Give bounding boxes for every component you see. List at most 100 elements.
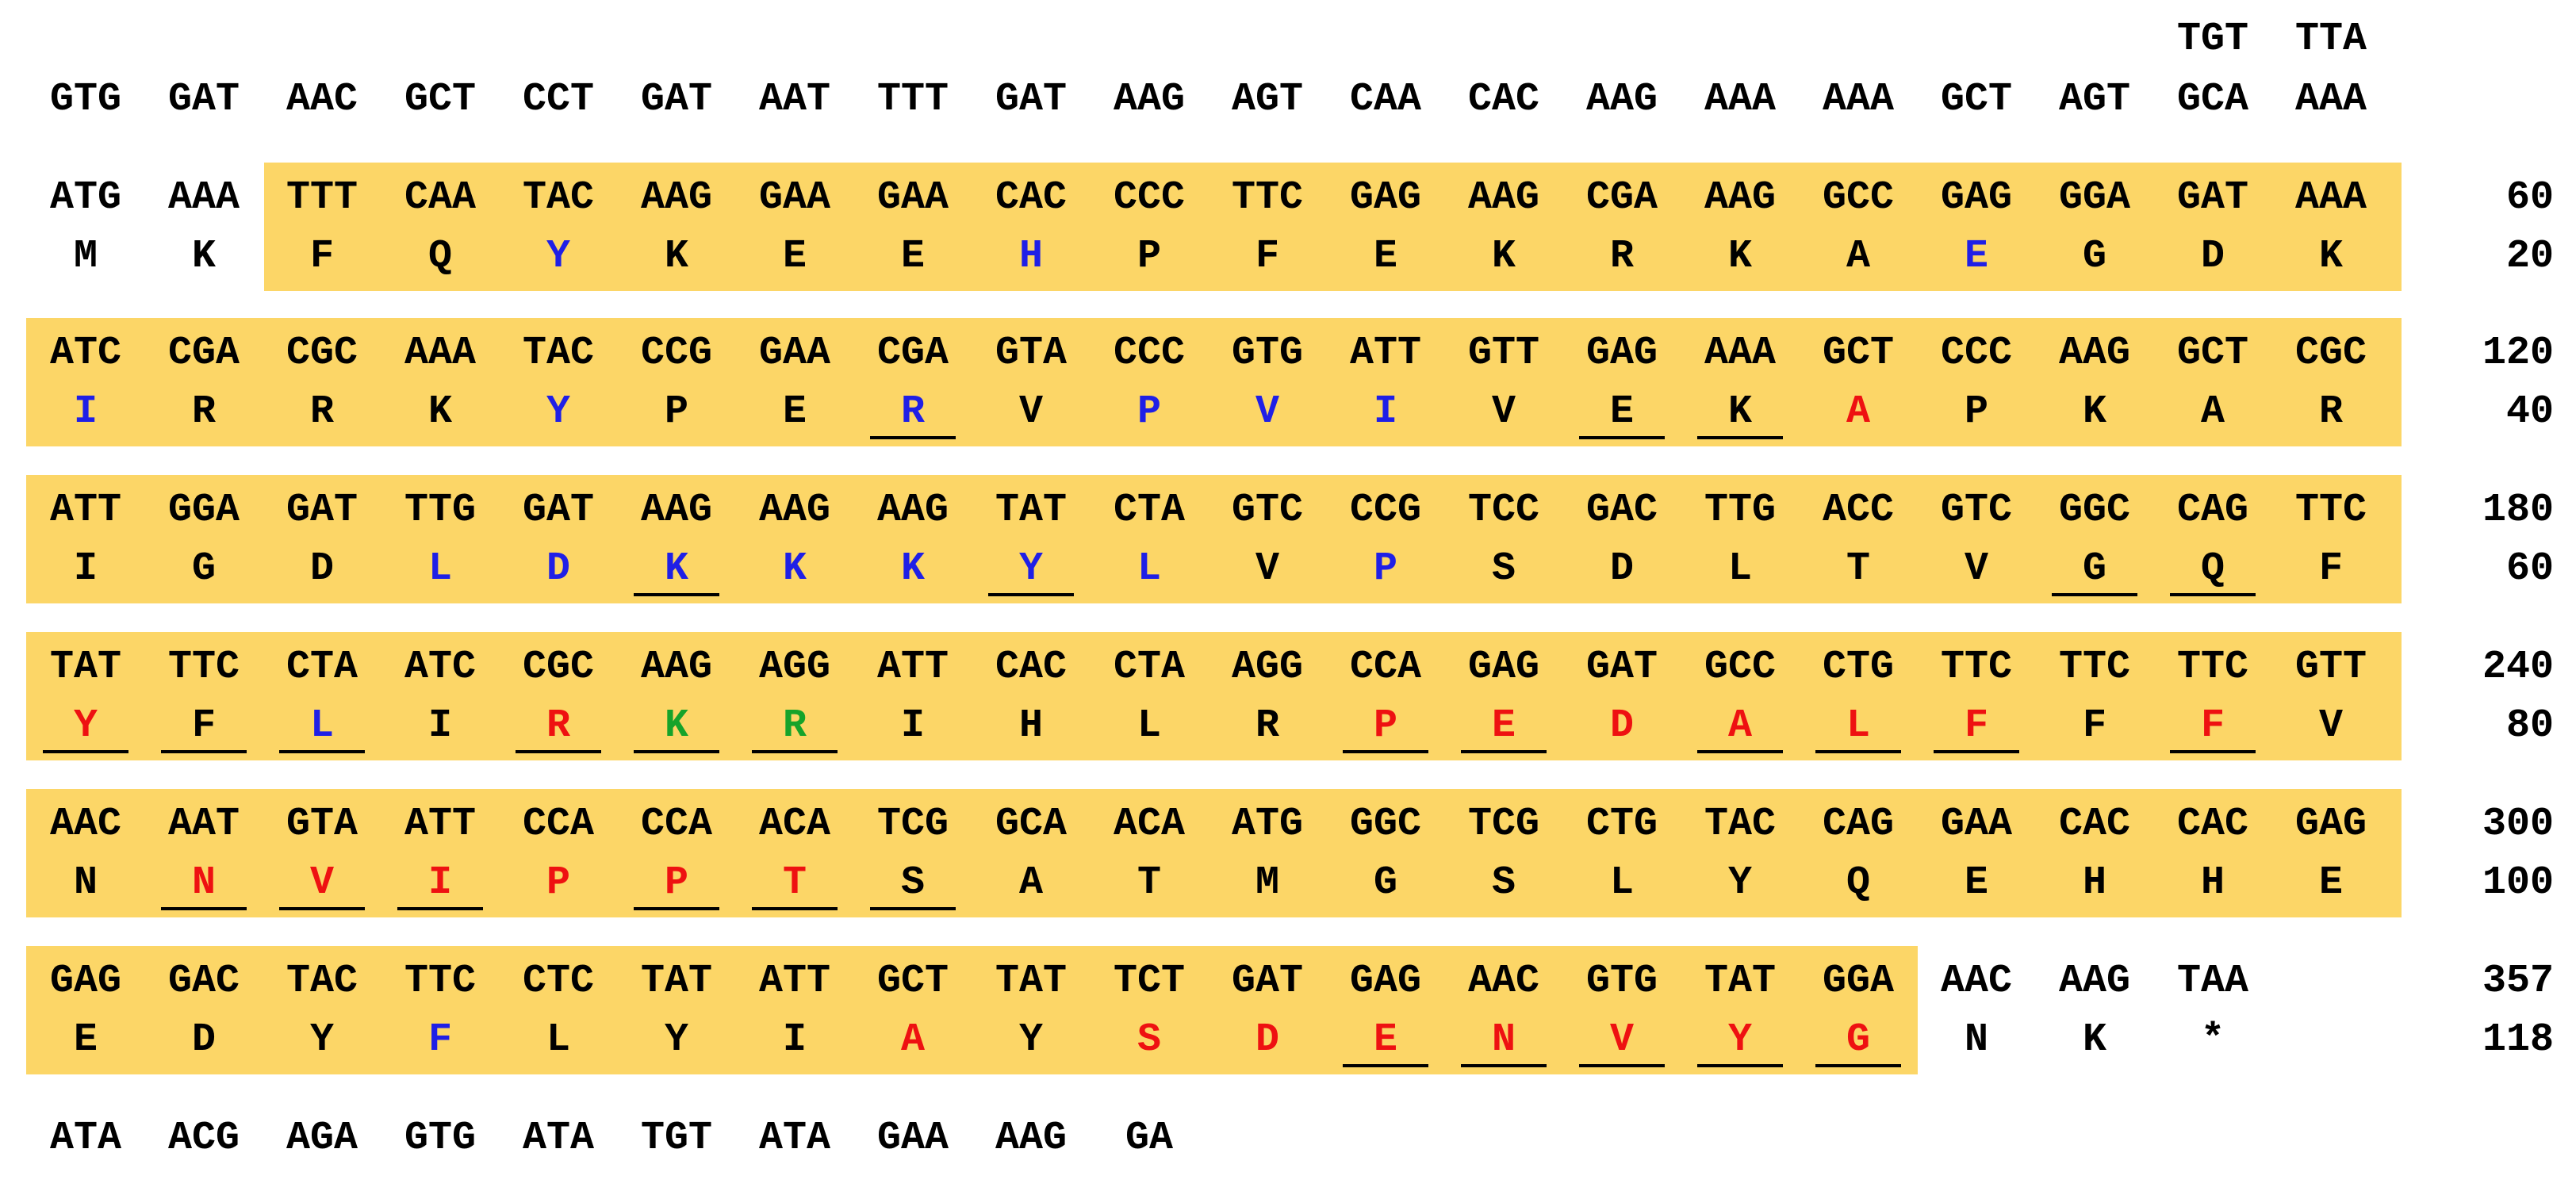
codon: CCC	[1113, 331, 1185, 376]
aa-underline	[870, 436, 956, 439]
codon: CTA	[286, 645, 358, 690]
nucleotide-position: 60	[2505, 175, 2554, 220]
amino-acid: N	[73, 860, 98, 906]
codon: CGC	[2294, 331, 2367, 376]
codon: CGC	[286, 331, 358, 376]
codon: GAG	[49, 959, 121, 1004]
amino-acid: L	[309, 703, 334, 749]
amino-acid: K	[1727, 234, 1752, 279]
amino-acid: D	[1609, 546, 1634, 592]
codon: ACA	[1113, 802, 1185, 847]
amino-acid: R	[2318, 389, 2343, 435]
downstream-codon: AGA	[286, 1116, 358, 1161]
aa-underline	[1815, 1064, 1901, 1067]
amino-acid: F	[2200, 703, 2225, 749]
codon: GAT	[522, 488, 594, 533]
codon: GAA	[758, 331, 830, 376]
codon: CAC	[995, 175, 1067, 220]
amino-acid: I	[782, 1017, 807, 1063]
codon: AAG	[1467, 175, 1539, 220]
aa-underline	[634, 750, 719, 753]
codon: CTA	[1113, 645, 1185, 690]
upstream-extra-codon: TTA	[2294, 17, 2367, 62]
codon: CAC	[995, 645, 1067, 690]
codon: GGC	[2058, 488, 2130, 533]
codon: AAC	[49, 802, 121, 847]
codon: CCG	[1349, 488, 1421, 533]
amino-acid: V	[309, 860, 334, 906]
residue-position: 118	[2482, 1017, 2554, 1063]
upstream-codon: CAC	[1467, 77, 1539, 122]
residue-position: 60	[2505, 546, 2554, 592]
aa-underline	[1697, 436, 1783, 439]
residue-position: 100	[2482, 860, 2554, 906]
amino-acid: T	[1137, 860, 1161, 906]
aa-underline	[397, 907, 483, 910]
aa-underline	[634, 907, 719, 910]
upstream-codon: TTT	[876, 77, 949, 122]
amino-acid: E	[1491, 703, 1516, 749]
amino-acid: D	[309, 546, 334, 592]
aa-underline	[161, 907, 247, 910]
amino-acid: R	[1609, 234, 1634, 279]
amino-acid: N	[191, 860, 216, 906]
aa-underline	[1934, 750, 2019, 753]
amino-acid: P	[664, 389, 688, 435]
amino-acid: K	[2318, 234, 2343, 279]
highlight-block	[26, 632, 2402, 760]
codon: AAA	[167, 175, 240, 220]
upstream-codon: GAT	[995, 77, 1067, 122]
aa-underline	[279, 907, 365, 910]
downstream-codon: ACG	[167, 1116, 240, 1161]
codon: ATG	[49, 175, 121, 220]
codon: CCA	[1349, 645, 1421, 690]
aa-underline	[1461, 1064, 1547, 1067]
codon: GAC	[167, 959, 240, 1004]
amino-acid: Y	[1018, 546, 1043, 592]
amino-acid: V	[1609, 1017, 1634, 1063]
codon: TTC	[1231, 175, 1303, 220]
nucleotide-position: 240	[2482, 645, 2554, 690]
upstream-codon: AAT	[758, 77, 830, 122]
codon: CTG	[1822, 645, 1894, 690]
amino-acid: S	[1137, 1017, 1161, 1063]
codon: ATT	[49, 488, 121, 533]
amino-acid: Q	[427, 234, 452, 279]
codon: AAG	[640, 488, 712, 533]
amino-acid: Y	[73, 703, 98, 749]
codon: TAC	[1704, 802, 1776, 847]
upstream-codon: AGT	[1231, 77, 1303, 122]
aa-underline	[1697, 1064, 1783, 1067]
amino-acid: Y	[309, 1017, 334, 1063]
amino-acid: M	[73, 234, 98, 279]
codon: AGG	[758, 645, 830, 690]
amino-acid: K	[900, 546, 925, 592]
amino-acid: *	[2200, 1017, 2225, 1063]
codon: CAC	[2058, 802, 2130, 847]
codon: GCT	[876, 959, 949, 1004]
amino-acid: E	[782, 389, 807, 435]
codon: CCA	[522, 802, 594, 847]
upstream-codon: GCT	[1940, 77, 2012, 122]
amino-acid: R	[309, 389, 334, 435]
codon: TTC	[2294, 488, 2367, 533]
amino-acid: R	[191, 389, 216, 435]
amino-acid: D	[1255, 1017, 1279, 1063]
amino-acid: T	[1846, 546, 1870, 592]
amino-acid: R	[900, 389, 925, 435]
upstream-codon: GAT	[167, 77, 240, 122]
amino-acid: S	[1491, 546, 1516, 592]
amino-acid: P	[546, 860, 570, 906]
codon: ATC	[404, 645, 476, 690]
highlight-block	[26, 318, 2402, 446]
amino-acid: L	[1609, 860, 1634, 906]
amino-acid: R	[546, 703, 570, 749]
codon: TTC	[404, 959, 476, 1004]
amino-acid: F	[309, 234, 334, 279]
amino-acid: I	[73, 546, 98, 592]
codon: CCG	[640, 331, 712, 376]
codon: GGA	[2058, 175, 2130, 220]
amino-acid: D	[191, 1017, 216, 1063]
amino-acid: A	[1846, 389, 1870, 435]
upstream-extra-codon: TGT	[2176, 17, 2248, 62]
